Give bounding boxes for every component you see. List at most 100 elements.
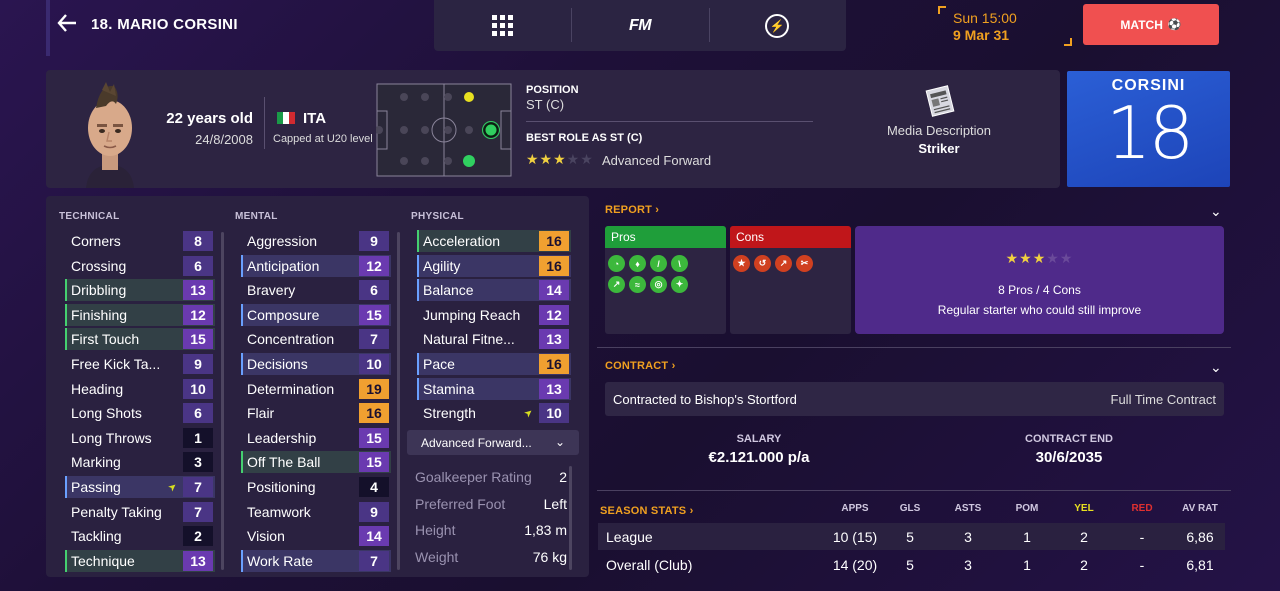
attribute-row[interactable]: Agility 16 [417, 254, 571, 277]
cons-box[interactable]: Cons ★ ↺ ↗ ✂ [730, 226, 851, 334]
attribute-name: Marking [71, 454, 121, 471]
player-avatar [72, 80, 148, 188]
attribute-row[interactable]: Pace 16 [417, 353, 571, 375]
menu-grid-button[interactable] [434, 0, 571, 51]
attribute-row[interactable]: Vision 14 [241, 525, 391, 547]
stats-row[interactable]: League 10 (15) 5 3 1 2 - 6,86 [598, 523, 1225, 550]
attribute-row[interactable]: First Touch 15 [65, 328, 215, 351]
attribute-row[interactable]: Penalty Taking 7 [65, 501, 215, 523]
back-arrow-icon[interactable] [56, 12, 80, 38]
attribute-name: Penalty Taking [71, 503, 162, 520]
role-dropdown[interactable]: Advanced Forward... ⌄ [407, 430, 579, 455]
grid-icon [492, 15, 514, 36]
physical-heading: PHYSICAL [411, 211, 464, 222]
best-role-label: BEST ROLE AS ST (C) [526, 132, 643, 144]
scrollbar[interactable] [569, 466, 572, 570]
stats-cell: 5 [906, 529, 914, 545]
game-datetime[interactable]: Sun 15:00 9 Mar 31 [938, 6, 1072, 46]
stats-column-header[interactable]: ASTS [954, 503, 982, 514]
attribute-row[interactable]: Aggression 9 [241, 230, 391, 252]
attribute-value: 12 [359, 255, 389, 276]
chevron-down-icon: ⌄ [554, 435, 565, 449]
attribute-value: 6 [359, 280, 389, 301]
fm-home-button[interactable]: FM [571, 0, 708, 51]
attribute-row[interactable]: Tackling 2 [65, 525, 215, 547]
attribute-value: 13 [539, 378, 569, 399]
stats-cell: 5 [906, 557, 914, 573]
attribute-row[interactable]: Free Kick Ta... 9 [65, 353, 215, 375]
attribute-row[interactable]: Long Throws 1 [65, 427, 215, 449]
attribute-value: 13 [539, 329, 569, 350]
stats-cell: 3 [964, 557, 972, 573]
attribute-row[interactable]: Heading 10 [65, 378, 215, 400]
stats-cell: 1 [1023, 529, 1031, 545]
attribute-row[interactable]: Teamwork 9 [241, 501, 391, 523]
attribute-row[interactable]: Technique 13 [65, 549, 215, 572]
attribute-name: Long Throws [71, 429, 152, 446]
attribute-row[interactable]: Corners 8 [65, 230, 215, 252]
left-accent-bar [46, 0, 50, 56]
attribute-row[interactable]: Finishing 12 [65, 303, 215, 326]
report-summary[interactable]: ★★★★★ 8 Pros / 4 Cons Regular starter wh… [855, 226, 1224, 334]
attribute-name: Jumping Reach [423, 306, 521, 323]
attribute-name: Work Rate [247, 552, 313, 569]
attribute-row[interactable]: Bravery 6 [241, 279, 391, 301]
attribute-row[interactable]: Long Shots 6 [65, 402, 215, 424]
italy-flag-icon [277, 112, 295, 124]
report-heading[interactable]: REPORT › [605, 204, 660, 216]
attribute-row[interactable]: Leadership 15 [241, 427, 391, 449]
divider [264, 97, 265, 149]
attribute-row[interactable]: Acceleration 16 [417, 230, 571, 252]
target-icon: ◎ [650, 276, 667, 293]
stats-column-header[interactable]: GLS [899, 503, 921, 514]
player-info-row: Weight 76 kg [407, 545, 567, 569]
attribute-row[interactable]: Anticipation 12 [241, 254, 391, 277]
attribute-row[interactable]: Concentration 7 [241, 328, 391, 350]
attribute-row[interactable]: Jumping Reach 12 [417, 304, 571, 326]
attribute-name: Tackling [71, 528, 122, 545]
stats-row[interactable]: Overall (Club) 14 (20) 5 3 1 2 - 6,81 [598, 551, 1225, 578]
stats-column-header[interactable]: APPS [841, 503, 869, 514]
stats-column-header[interactable]: POM [1015, 503, 1039, 514]
stats-column-header[interactable]: AV RAT [1182, 503, 1218, 514]
attribute-row[interactable]: Balance 14 [417, 279, 571, 302]
contract-row[interactable]: Contracted to Bishop's Stortford Full Ti… [605, 382, 1224, 416]
player-info-row: Height 1,83 m [407, 518, 567, 542]
attribute-row[interactable]: Positioning 4 [241, 476, 391, 498]
attribute-row[interactable]: Decisions 10 [241, 353, 391, 375]
attribute-row[interactable]: Determination 19 [241, 378, 391, 400]
attribute-name: Finishing [71, 306, 128, 323]
attribute-value: 3 [183, 452, 213, 473]
attribute-row[interactable]: Marking 3 [65, 451, 215, 473]
chevron-down-icon[interactable]: ⌄ [1210, 203, 1222, 219]
attribute-name: Technique [71, 552, 135, 569]
attribute-row[interactable]: Work Rate 7 [241, 549, 391, 572]
match-button[interactable]: MATCH ⚽ [1083, 4, 1219, 45]
season-stats-heading[interactable]: SEASON STATS › [600, 505, 694, 517]
attribute-row[interactable]: Stamina 13 [417, 377, 571, 400]
attribute-name: First Touch [71, 331, 140, 348]
attribute-row[interactable]: Off The Ball 15 [241, 451, 391, 474]
attribute-name: Concentration [247, 331, 335, 348]
stats-column-header[interactable]: RED [1131, 503, 1153, 514]
attribute-name: Balance [423, 282, 474, 299]
attribute-row[interactable]: Dribbling 13 [65, 279, 215, 302]
attribute-row[interactable]: Flair 16 [241, 402, 391, 424]
attribute-value: 7 [359, 329, 389, 350]
contract-heading[interactable]: CONTRACT › [605, 360, 676, 372]
attribute-row[interactable]: Strength ➤ 10 [417, 402, 571, 424]
attribute-row[interactable]: Passing ➤ 7 [65, 476, 215, 498]
attribute-row[interactable]: Crossing 6 [65, 255, 215, 277]
chevron-down-icon[interactable]: ⌄ [1210, 359, 1222, 375]
position-pitch-map[interactable] [375, 83, 512, 177]
quick-actions-button[interactable]: ⚡ [708, 0, 846, 51]
attribute-value: 4 [359, 477, 389, 497]
pro-trait-icon: ≈ [629, 276, 646, 293]
page-title: 18. MARIO CORSINI [91, 16, 238, 33]
attribute-value: 15 [359, 304, 389, 325]
pros-box[interactable]: Pros ◔ ♦ / \ ↗ ≈ ◎ ✦ [605, 226, 726, 334]
attribute-row[interactable]: Composure 15 [241, 303, 391, 326]
column-divider [397, 232, 400, 570]
stats-column-header[interactable]: YEL [1074, 503, 1094, 514]
attribute-row[interactable]: Natural Fitne... 13 [417, 328, 571, 350]
